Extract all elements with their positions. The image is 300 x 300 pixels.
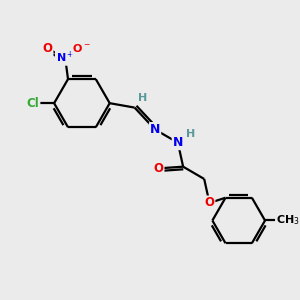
- Text: Cl: Cl: [27, 97, 39, 110]
- Text: N: N: [150, 123, 160, 136]
- Text: H: H: [138, 93, 147, 103]
- Text: O: O: [43, 43, 52, 56]
- Text: CH$_3$: CH$_3$: [276, 214, 300, 227]
- Text: H: H: [185, 130, 195, 140]
- Text: O$^-$: O$^-$: [72, 42, 91, 54]
- Text: N: N: [173, 136, 183, 149]
- Text: O: O: [205, 196, 214, 209]
- Text: N$^+$: N$^+$: [56, 50, 74, 65]
- Text: O: O: [154, 162, 164, 175]
